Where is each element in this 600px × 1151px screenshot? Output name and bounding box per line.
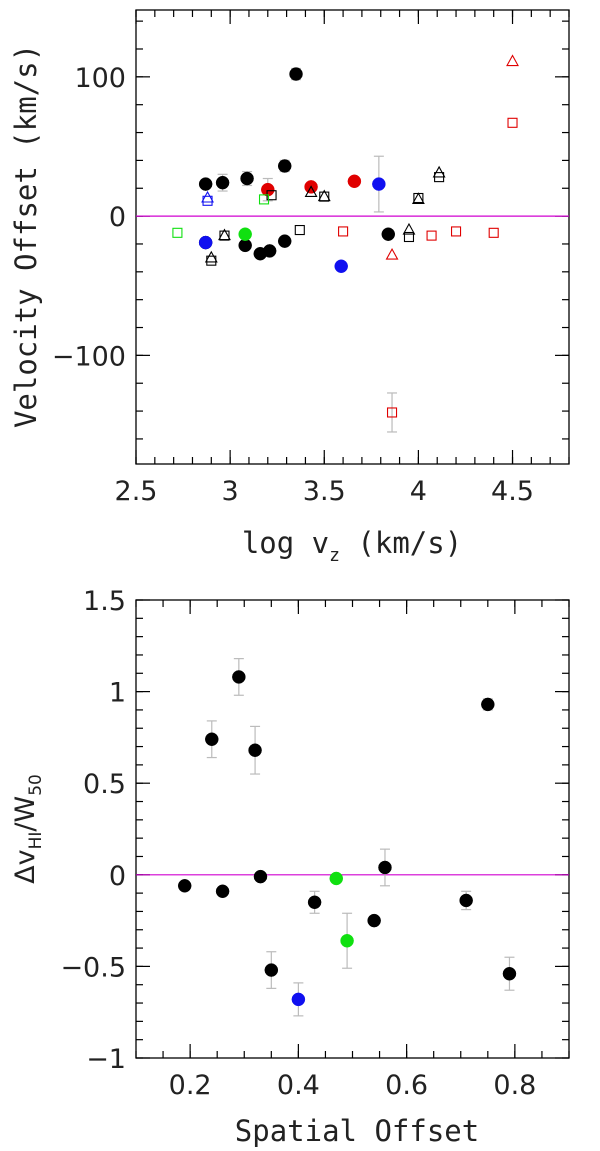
data-point-filled-circle (262, 244, 277, 258)
top-x-axis-label: log vz (km/s) (242, 526, 462, 566)
data-point-open-triangle (304, 185, 318, 197)
data-point-open-square (426, 230, 437, 241)
data-point-filled-circle (481, 697, 495, 712)
data-point-filled-circle (372, 177, 386, 191)
data-point-filled-circle (381, 227, 396, 241)
data-point-filled-circle (238, 227, 252, 241)
data-point-open-triangle (204, 250, 218, 263)
x-tick-label: 3 (222, 476, 239, 507)
data-point-filled-circle (232, 670, 246, 684)
data-point-open-triangle (218, 228, 231, 241)
data-point-filled-circle (291, 992, 306, 1007)
data-point-open-square (294, 224, 305, 236)
x-tick-label: 0.2 (169, 1070, 212, 1101)
data-point-filled-circle (289, 67, 303, 81)
data-point-filled-circle (334, 259, 348, 273)
data-point-open-square (386, 407, 398, 418)
y-tick-label: 1.5 (83, 586, 126, 617)
data-point-open-square (450, 226, 462, 237)
x-tick-label: 0.4 (277, 1070, 320, 1101)
data-point-open-triangle (317, 189, 331, 202)
data-point-filled-circle (329, 871, 344, 886)
data-point-open-square (338, 226, 349, 237)
bottom-x-axis-label: Spatial Offset (235, 1114, 479, 1148)
data-point-open-triangle (201, 190, 214, 203)
x-tick-label: 4 (410, 476, 427, 507)
x-tick-label: 4.5 (491, 476, 534, 507)
data-point-open-triangle (411, 192, 425, 204)
x-tick-label: 0.8 (493, 1070, 536, 1101)
data-point-filled-circle (378, 860, 392, 875)
y-tick-label: −0.5 (60, 952, 126, 983)
bottom-y-axis-label: ΔvHI/W50 (10, 774, 46, 884)
data-point-open-triangle (402, 222, 416, 235)
data-point-filled-circle (198, 177, 213, 191)
bottom-plot-frame (135, 599, 570, 1059)
data-point-filled-circle (215, 884, 230, 899)
x-tick-label: 3.5 (303, 476, 346, 507)
y-tick-label: 0.5 (83, 769, 126, 800)
data-point-filled-circle (277, 159, 292, 173)
data-point-filled-circle (240, 171, 254, 186)
x-tick-label: 0.6 (385, 1070, 428, 1101)
data-point-open-triangle (385, 247, 399, 260)
data-point-filled-circle (177, 879, 192, 893)
delta-v-panel: 0.2 0.4 0.6 0.8 1.5 1 0.5 0 −0.5 −1 Spatial Offse… (10, 586, 570, 1148)
data-point-open-square (172, 227, 183, 238)
y-tick-label: 100 (74, 63, 126, 94)
data-point-filled-circle (347, 174, 362, 189)
data-point-filled-circle (261, 182, 275, 197)
y-tick-label: 1 (109, 678, 126, 709)
data-point-filled-circle (367, 913, 381, 928)
data-point-filled-circle (307, 895, 322, 910)
data-point-filled-circle (248, 743, 262, 757)
y-tick-label: 0 (109, 861, 126, 892)
data-point-filled-circle (205, 732, 219, 746)
top-y-axis-label: Velocity Offset (km/s) (9, 44, 43, 428)
data-point-open-square (507, 117, 518, 128)
velocity-offset-panel: 2.5 3 3.5 4 4.5 100 0 −100 log vz (km/s) Veloci… (9, 9, 570, 566)
data-point-filled-circle (215, 175, 230, 190)
data-point-filled-circle (264, 963, 279, 977)
data-point-filled-circle (277, 234, 292, 248)
data-point-filled-circle (253, 869, 268, 884)
data-point-filled-circle (502, 966, 517, 981)
top-plot-frame (135, 9, 570, 465)
y-tick-label: −100 (52, 341, 126, 372)
data-point-open-square (403, 231, 415, 243)
data-point-open-square (488, 227, 499, 238)
data-point-open-triangle (432, 165, 446, 178)
data-point-open-triangle (506, 54, 519, 67)
data-point-open-square (258, 194, 270, 205)
data-point-filled-circle (459, 893, 473, 908)
x-tick-label: 2.5 (115, 476, 158, 507)
data-point-filled-circle (340, 934, 354, 948)
y-tick-label: −1 (86, 1044, 126, 1075)
data-point-filled-circle (198, 235, 213, 250)
y-tick-label: 0 (109, 202, 126, 233)
